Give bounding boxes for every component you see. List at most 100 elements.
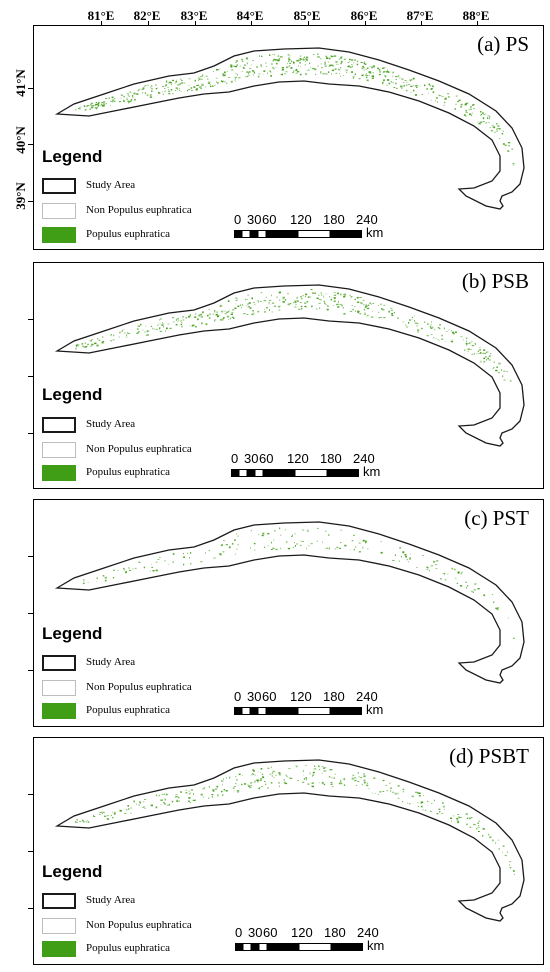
populus-patch xyxy=(336,546,338,548)
populus-patch xyxy=(306,300,309,303)
populus-patch xyxy=(468,817,472,820)
populus-patch xyxy=(477,121,479,123)
populus-patch xyxy=(289,55,291,57)
populus-patch xyxy=(123,99,125,101)
populus-patch xyxy=(278,305,281,307)
populus-patch xyxy=(465,111,468,113)
populus-patch xyxy=(437,327,440,329)
populus-patch xyxy=(241,58,244,61)
populus-patch xyxy=(454,568,456,571)
populus-patch xyxy=(94,105,96,107)
study-area-swatch xyxy=(42,893,76,909)
populus-patch xyxy=(150,804,153,807)
populus-patch xyxy=(169,327,172,329)
populus-patch xyxy=(336,63,337,65)
populus-patch xyxy=(75,108,77,111)
populus-patch xyxy=(214,85,216,86)
populus-patch xyxy=(350,66,352,68)
scale-label: 240 xyxy=(356,212,378,227)
scale-label: 60 xyxy=(259,451,274,466)
populus-patch xyxy=(461,336,463,338)
populus-patch xyxy=(413,315,415,317)
populus-patch xyxy=(225,790,228,792)
populus-patch xyxy=(235,783,237,785)
populus-patch xyxy=(451,820,452,823)
populus-patch xyxy=(216,81,217,83)
populus-patch xyxy=(468,108,470,111)
populus-patch xyxy=(253,71,256,74)
populus-patch xyxy=(410,79,413,81)
populus-patch xyxy=(421,328,423,329)
populus-patch xyxy=(268,302,270,304)
populus-patch xyxy=(98,340,101,341)
populus-patch xyxy=(405,324,407,326)
legend-title: Legend xyxy=(42,862,103,881)
populus-patch xyxy=(475,824,477,826)
populus-patch xyxy=(138,331,140,333)
populus-patch xyxy=(226,71,228,73)
populus-patch xyxy=(200,87,202,89)
populus-patch xyxy=(183,563,185,566)
populus-patch xyxy=(360,776,363,779)
populus-patch xyxy=(250,529,252,532)
populus-patch xyxy=(190,552,192,554)
populus-patch xyxy=(499,128,502,130)
populus-patch xyxy=(288,57,290,59)
populus-patch xyxy=(162,322,163,324)
populus-patch xyxy=(163,803,165,805)
lat-tick-label: 40°N xyxy=(13,126,28,154)
populus-patch xyxy=(158,91,159,94)
populus-patch xyxy=(324,302,326,305)
populus-patch xyxy=(151,564,153,565)
populus-patch xyxy=(362,66,365,68)
populus-patch xyxy=(333,777,335,779)
populus-patch xyxy=(162,91,164,93)
populus-patch xyxy=(235,300,238,301)
populus-patch xyxy=(299,58,302,59)
populus-patch xyxy=(165,793,168,796)
populus-patch xyxy=(288,768,291,769)
populus-patch xyxy=(194,79,196,82)
populus-patch xyxy=(364,61,366,63)
populus-patch xyxy=(443,104,445,107)
populus-patch xyxy=(307,296,309,298)
populus-patch xyxy=(235,60,239,62)
populus-patch xyxy=(303,778,306,780)
populus-patch xyxy=(273,60,274,62)
populus-patch xyxy=(292,302,294,304)
populus-patch xyxy=(497,839,500,841)
populus-patch xyxy=(83,105,86,107)
populus-patch xyxy=(370,316,374,318)
populus-patch xyxy=(310,543,313,545)
populus-patch xyxy=(249,307,252,309)
populus-patch xyxy=(338,58,340,60)
populus-patch xyxy=(152,327,153,329)
populus-patch xyxy=(499,138,501,139)
populus-patch xyxy=(320,63,322,65)
populus-patch xyxy=(261,786,263,787)
populus-patch xyxy=(465,813,468,815)
populus-patch xyxy=(87,343,89,345)
populus-patch xyxy=(505,144,507,146)
populus-patch xyxy=(367,305,369,307)
populus-patch xyxy=(221,780,223,782)
populus-patch xyxy=(394,792,397,795)
populus-patch xyxy=(95,103,98,106)
legend-label: Study Area xyxy=(86,656,136,668)
populus-patch xyxy=(437,339,439,340)
populus-patch xyxy=(336,292,340,295)
populus-patch xyxy=(406,81,408,83)
populus-patch xyxy=(418,795,421,797)
legend-title: Legend xyxy=(42,385,103,404)
populus-patch xyxy=(248,72,249,74)
populus-patch xyxy=(404,554,407,555)
populus-patch xyxy=(431,321,433,323)
populus-patch xyxy=(366,314,369,316)
populus-patch xyxy=(426,335,429,337)
lon-tick-label: 83°E xyxy=(180,8,208,23)
populus-patch xyxy=(426,568,429,570)
populus-patch xyxy=(386,70,389,73)
populus-patch xyxy=(424,84,426,87)
populus-patch xyxy=(201,78,203,80)
populus-patch xyxy=(359,313,362,315)
